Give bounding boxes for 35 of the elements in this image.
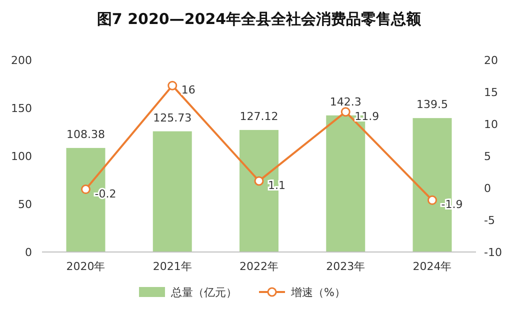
data-label: 16 [181,84,196,97]
y2-tick-label: -10 [484,246,502,259]
point [80,184,90,194]
y2-tick-label: 0 [484,182,491,195]
point [428,195,438,205]
point [168,80,178,90]
y-tick-label: 0 [25,246,32,259]
x-tick-label: 2022年 [240,260,278,273]
chart-title: 图7 2020—2024年全县全社会消费品零售总额 [96,10,422,28]
y-tick-label: 100 [11,150,32,163]
data-label: 11.9 [354,110,380,123]
x-tick-label: 2024年 [412,260,452,273]
data-label: -1.9 [441,198,463,212]
data-label: 139.5 [416,98,448,112]
y2-tick-label: 20 [484,54,498,67]
data-label: -0.2 [94,187,116,200]
data-label: 108.38 [66,128,105,141]
data-label: 125.73 [153,111,192,124]
point [254,176,264,186]
legend-label: 总量（亿元） [170,286,237,299]
y2-tick-label: -5 [484,214,495,227]
y2-tick-label: 10 [484,118,498,131]
y-tick-label: 150 [11,102,32,115]
y2-tick-label: 15 [484,86,498,99]
x-tick-label: 2021年 [152,260,192,273]
y2-tick-label: 5 [484,150,491,163]
legend-label: 增速（%） [290,286,346,299]
y-tick-label: 50 [18,198,32,211]
data-label: 142.3 [330,95,362,108]
y-tick-label: 200 [11,54,32,67]
x-tick-label: 2020年 [66,260,106,273]
x-tick-label: 2023年 [326,260,366,273]
data-label: 127.12 [240,110,278,123]
point [340,107,350,117]
bar [152,131,192,252]
